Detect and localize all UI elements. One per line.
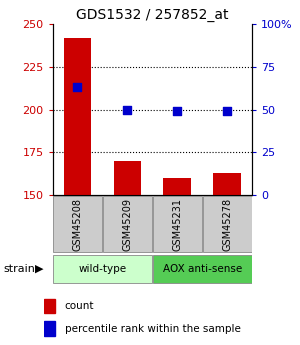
Text: GSM45209: GSM45209	[122, 198, 132, 251]
Text: AOX anti-sense: AOX anti-sense	[163, 264, 242, 274]
Text: count: count	[65, 301, 94, 311]
Bar	[44, 322, 55, 336]
Bar	[103, 196, 152, 253]
Text: wild-type: wild-type	[78, 264, 126, 274]
Text: GSM45278: GSM45278	[222, 198, 232, 251]
Bar	[53, 196, 102, 253]
Text: GSM45208: GSM45208	[72, 198, 82, 251]
Point	[75, 85, 80, 90]
Point	[225, 108, 230, 114]
Point	[175, 108, 180, 114]
Text: ▶: ▶	[34, 264, 43, 274]
Title: GDS1532 / 257852_at: GDS1532 / 257852_at	[76, 8, 229, 22]
Bar	[153, 196, 202, 253]
Point	[125, 107, 130, 112]
Bar	[64, 38, 91, 195]
Bar	[53, 255, 152, 283]
Bar	[153, 255, 251, 283]
Bar	[114, 161, 141, 195]
Text: strain: strain	[3, 264, 35, 274]
Bar	[44, 299, 55, 313]
Bar	[213, 173, 241, 195]
Bar	[164, 178, 191, 195]
Bar	[202, 196, 251, 253]
Text: GSM45231: GSM45231	[172, 198, 182, 251]
Text: percentile rank within the sample: percentile rank within the sample	[65, 324, 241, 334]
